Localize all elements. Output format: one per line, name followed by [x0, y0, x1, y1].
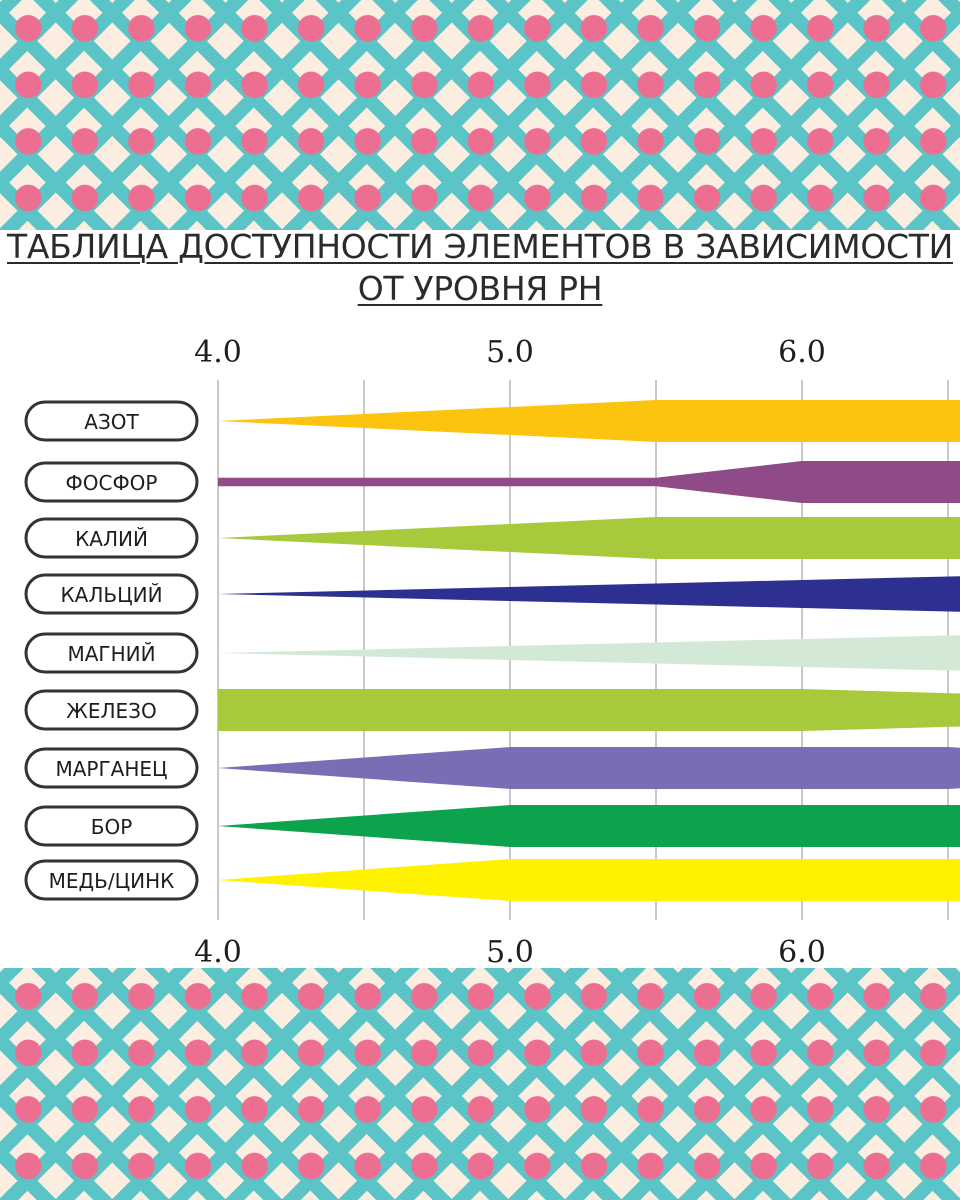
series-band [218, 517, 960, 559]
series-label-pill [24, 517, 199, 559]
chart-title: ТАБЛИЦА ДОСТУПНОСТИ ЭЛЕМЕНТОВ В ЗАВИСИМО… [0, 226, 960, 310]
series-band [218, 576, 960, 612]
x-tick-label-top: 6.0 [778, 335, 826, 370]
series-label: КАЛЬЦИЙ [60, 583, 162, 607]
x-tick-label-bottom: 5.0 [486, 935, 534, 970]
title-line-2: ОТ УРОВНЯ РН [357, 269, 603, 308]
decorative-pattern-bottom [0, 968, 960, 1200]
series-band [218, 859, 960, 901]
series-band [218, 805, 960, 847]
series-label: МЕДЬ/ЦИНК [49, 869, 175, 893]
series-label-pill [24, 805, 199, 847]
series-label: ФОСФОР [66, 471, 158, 495]
series-label-pill [24, 461, 199, 503]
series-band [218, 747, 960, 789]
series-label-pill [24, 400, 199, 442]
series-label-pill [24, 689, 199, 731]
decorative-pattern-top [0, 0, 960, 230]
series-label: КАЛИЙ [75, 527, 148, 551]
series-label-pill [24, 747, 199, 789]
series-label-pill [24, 573, 199, 615]
series-band [218, 635, 960, 671]
series-band [218, 461, 960, 503]
x-tick-label-top: 5.0 [486, 335, 534, 370]
series-label: АЗОТ [84, 410, 139, 434]
series-label: МАГНИЙ [67, 642, 155, 666]
x-tick-label-bottom: 4.0 [194, 935, 242, 970]
series-label-pill [24, 632, 199, 674]
x-tick-label-top: 4.0 [194, 335, 242, 370]
title-line-1: ТАБЛИЦА ДОСТУПНОСТИ ЭЛЕМЕНТОВ В ЗАВИСИМО… [6, 227, 954, 266]
series-band [218, 400, 960, 442]
series-label: МАРГАНЕЦ [55, 757, 167, 781]
series-band [218, 689, 960, 731]
series-label: БОР [91, 815, 133, 839]
x-tick-label-bottom: 6.0 [778, 935, 826, 970]
series-label: ЖЕЛЕЗО [66, 699, 156, 723]
series-label-pill [24, 859, 199, 901]
